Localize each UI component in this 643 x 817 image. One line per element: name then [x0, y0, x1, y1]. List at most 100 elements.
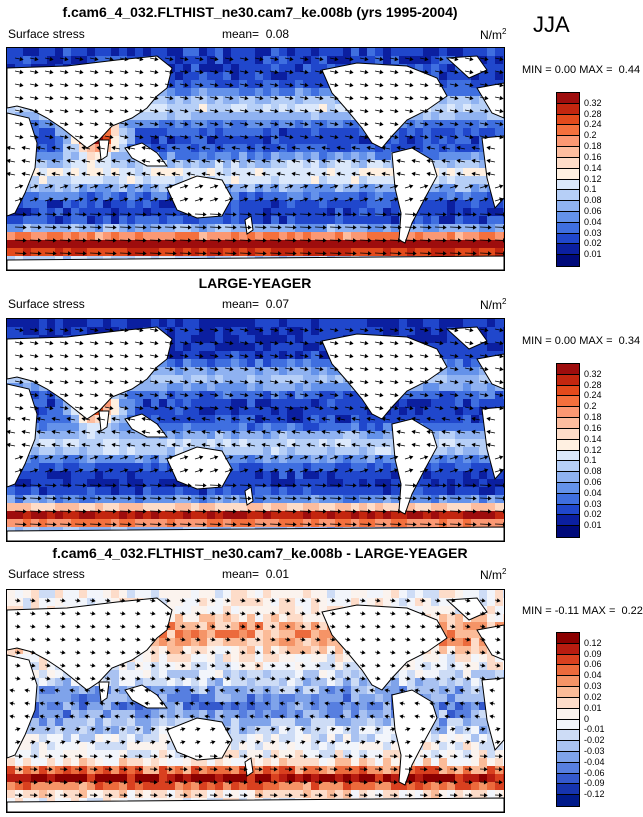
colorbar-swatch [557, 654, 579, 666]
season-label: JJA [533, 12, 570, 37]
colorbar-tick-label: -0.12 [584, 789, 605, 800]
colorbar-swatch [557, 211, 579, 223]
units-base: N/m [480, 298, 502, 312]
colorbar-tick-label: 0.03 [584, 681, 602, 692]
panel-2-title: LARGE-YEAGER [198, 275, 312, 291]
colorbar-swatch [557, 493, 579, 505]
colorbar-tick-label: 0 [584, 713, 590, 724]
colorbar-swatch [557, 168, 579, 180]
panel-3-map [6, 589, 505, 813]
colorbar-tick-label: -0.01 [584, 724, 605, 735]
mean-value: 0.08 [265, 27, 290, 41]
colorbar-swatch [557, 418, 579, 429]
min-value: 0.00 [554, 64, 577, 76]
colorbar-swatch [557, 504, 579, 516]
panel-2-variable: Surface stress [8, 297, 85, 311]
colorbar-swatch [557, 396, 579, 408]
units-base: N/m [480, 28, 502, 42]
colorbar-swatch [557, 665, 579, 677]
mean-label: mean= [222, 567, 260, 581]
mean-label: mean= [222, 27, 260, 41]
colorbar-tick-label: 0.1 [584, 455, 597, 466]
colorbar-tick-label: -0.09 [584, 778, 605, 789]
colorbar-swatch [557, 179, 579, 191]
colorbar-swatch [557, 147, 579, 158]
panel-2-colorbar [556, 363, 580, 538]
colorbar-tick-label: 0.16 [584, 151, 602, 162]
panel-3-mean: mean= 0.01 [222, 567, 289, 581]
colorbar-tick-label: 0.01 [584, 520, 602, 531]
colorbar-swatch [557, 482, 579, 494]
colorbar-tick-label: 0.02 [584, 691, 602, 702]
colorbar-tick-label: 0.08 [584, 195, 602, 206]
colorbar-tick-label: 0.14 [584, 162, 602, 173]
panel-1-colorbar [556, 92, 580, 267]
colorbar-tick-label: 0.32 [584, 97, 602, 108]
map-field [7, 319, 504, 541]
colorbar-tick-label: 0.24 [584, 390, 602, 401]
map-field [7, 590, 504, 812]
colorbar-swatch [557, 233, 579, 245]
colorbar-tick-label: 0.01 [584, 249, 602, 260]
panel-1-map [6, 47, 505, 271]
colorbar-tick-label: -0.02 [584, 735, 605, 746]
colorbar-swatch [557, 741, 579, 752]
colorbar-tick-label: 0.08 [584, 466, 602, 477]
colorbar-tick-label: 0.12 [584, 637, 602, 648]
colorbar-swatch [557, 103, 579, 115]
colorbar-swatch [557, 374, 579, 386]
colorbar-swatch [557, 201, 579, 212]
colorbar-swatch [557, 472, 579, 483]
colorbar-swatch [557, 428, 579, 440]
colorbar-swatch [557, 136, 579, 148]
colorbar-tick-label: 0.06 [584, 659, 602, 670]
colorbar-tick-label: 0.16 [584, 422, 602, 433]
colorbar-tick-label: 0.18 [584, 141, 602, 152]
panel-1-variable: Surface stress [8, 27, 85, 41]
colorbar-tick-label: 0.28 [584, 108, 602, 119]
panel-2-mean: mean= 0.07 [222, 297, 289, 311]
min-value: -0.11 [554, 605, 579, 617]
colorbar-swatch [557, 762, 579, 774]
colorbar-swatch [557, 633, 579, 644]
colorbar-swatch [557, 450, 579, 462]
colorbar-tick-label: 0.18 [584, 412, 602, 423]
colorbar-tick-label: 0.04 [584, 670, 602, 681]
wind-vectors [7, 56, 504, 256]
panel-2-minmax: MIN = 0.00 MAX = 0.34 [522, 335, 641, 347]
panel-3-colorbar-ticks: 0.12 0.09 0.06 0.04 0.03 0.02 0.01 0 -0.01 -0.02-… [584, 632, 624, 805]
panel-3-title: f.cam6_4_032.FLTHIST_ne30.cam7_ke.008b -… [52, 545, 468, 561]
colorbar-swatch [557, 461, 579, 473]
colorbar-tick-label: 0.1 [584, 184, 597, 195]
map-field [7, 48, 504, 270]
colorbar-tick-label: 0.03 [584, 498, 602, 509]
panel-3-units: N/m2 [480, 567, 506, 582]
colorbar-swatch [557, 125, 579, 137]
colorbar-tick-label: 0.32 [584, 368, 602, 379]
mean-label: mean= [222, 297, 260, 311]
panel-2-colorbar-ticks: 0.32 0.28 0.24 0.2 0.18 0.16 0.14 0.12 0.1 0.08 0.… [584, 363, 624, 536]
colorbar-swatch [557, 157, 579, 169]
colorbar-tick-label: 0.2 [584, 130, 597, 141]
units-exp: 2 [502, 297, 507, 306]
panel-1-colorbar-ticks: 0.32 0.28 0.24 0.2 0.18 0.16 0.14 0.12 0.1 0.08 0.… [584, 92, 624, 265]
colorbar-tick-label: -0.04 [584, 756, 605, 767]
colorbar-swatch [557, 687, 579, 698]
colorbar-swatch [557, 708, 579, 720]
colorbar-swatch [557, 719, 579, 731]
colorbar-swatch [557, 784, 579, 796]
units-base: N/m [480, 568, 502, 582]
colorbar-swatch [557, 730, 579, 742]
colorbar-swatch [557, 751, 579, 763]
colorbar-tick-label: 0.06 [584, 476, 602, 487]
max-value: 0.22 [621, 605, 643, 617]
max-value: 0.34 [618, 335, 641, 347]
colorbar-swatch [557, 244, 579, 256]
colorbar-swatch [557, 515, 579, 527]
colorbar-swatch [557, 93, 579, 104]
colorbar-swatch [557, 697, 579, 709]
colorbar-tick-label: 0.12 [584, 444, 602, 455]
colorbar-tick-label: 0.09 [584, 648, 602, 659]
colorbar-tick-label: 0.03 [584, 227, 602, 238]
colorbar-tick-label: 0.04 [584, 487, 602, 498]
